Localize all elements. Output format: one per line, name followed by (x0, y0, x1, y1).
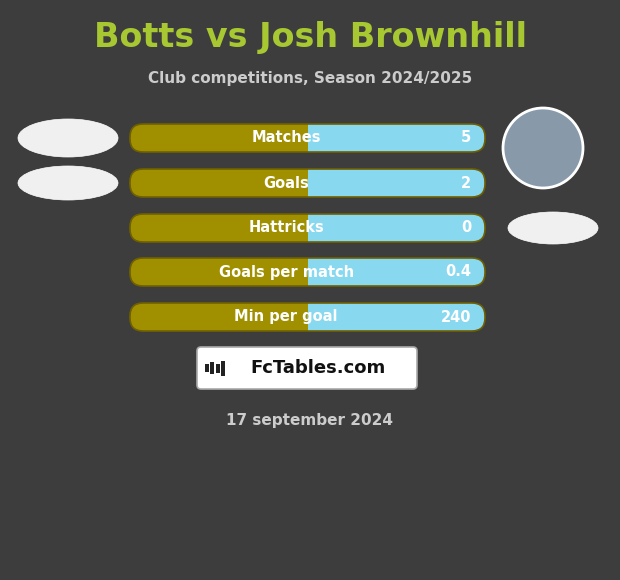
Text: 2: 2 (461, 176, 471, 190)
FancyBboxPatch shape (130, 258, 485, 286)
Bar (308, 169, 321, 197)
Bar (308, 303, 321, 331)
Ellipse shape (18, 119, 118, 157)
Text: 0.4: 0.4 (445, 264, 471, 280)
Text: Matches: Matches (252, 130, 321, 146)
FancyBboxPatch shape (308, 124, 485, 152)
Text: Goals per match: Goals per match (219, 264, 354, 280)
Bar (210, 362, 215, 374)
FancyBboxPatch shape (130, 124, 485, 152)
Text: Club competitions, Season 2024/2025: Club competitions, Season 2024/2025 (148, 71, 472, 85)
Bar (308, 258, 321, 286)
FancyBboxPatch shape (130, 303, 485, 331)
Ellipse shape (508, 212, 598, 244)
Text: 240: 240 (440, 310, 471, 324)
Text: 5: 5 (461, 130, 471, 146)
FancyBboxPatch shape (308, 214, 485, 242)
FancyBboxPatch shape (130, 214, 485, 242)
Bar (308, 214, 321, 242)
Bar (308, 124, 321, 152)
Text: 0: 0 (461, 220, 471, 235)
Text: Hattricks: Hattricks (249, 220, 324, 235)
FancyBboxPatch shape (308, 258, 485, 286)
Text: Botts vs Josh Brownhill: Botts vs Josh Brownhill (94, 21, 526, 55)
Text: 17 september 2024: 17 september 2024 (226, 412, 394, 427)
Text: Min per goal: Min per goal (234, 310, 338, 324)
FancyBboxPatch shape (308, 303, 485, 331)
Ellipse shape (18, 166, 118, 200)
Bar (216, 364, 219, 372)
Text: FcTables.com: FcTables.com (250, 359, 386, 377)
FancyBboxPatch shape (197, 347, 417, 389)
FancyBboxPatch shape (130, 169, 485, 197)
Bar (205, 364, 209, 372)
Circle shape (503, 108, 583, 188)
FancyBboxPatch shape (308, 169, 485, 197)
Text: Goals: Goals (264, 176, 309, 190)
Bar (221, 361, 225, 375)
